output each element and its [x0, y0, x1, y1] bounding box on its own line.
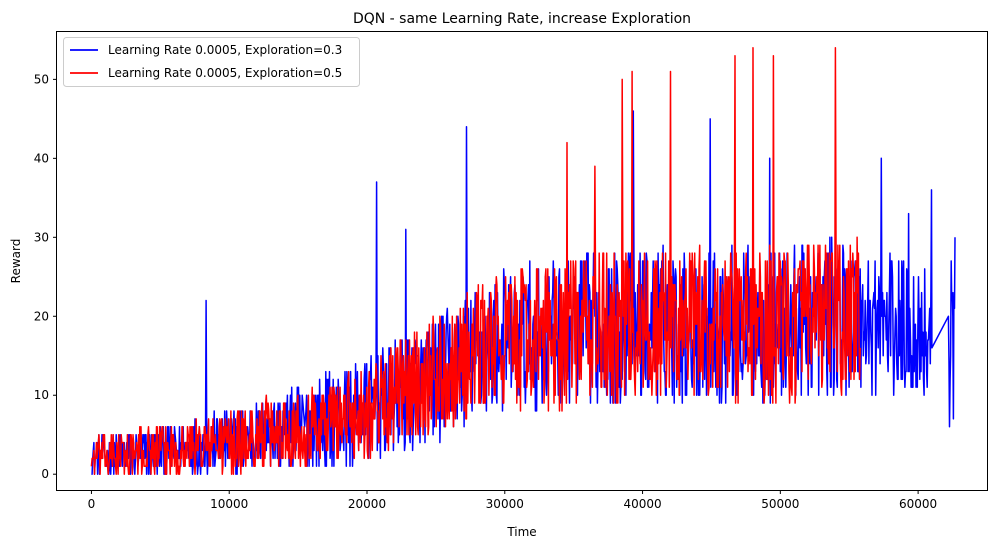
plot-frame — [56, 31, 988, 491]
chart-title: DQN - same Learning Rate, increase Explo… — [353, 11, 691, 27]
x-axis-label: Time — [506, 525, 536, 539]
x-tick-label: 50000 — [761, 497, 799, 511]
legend-label-exploration-0-5: Learning Rate 0.0005, Exploration=0.5 — [108, 66, 342, 80]
y-tick-label: 10 — [34, 388, 49, 402]
y-axis-label: Reward — [9, 239, 23, 284]
x-tick-label: 60000 — [899, 497, 937, 511]
x-tick-label: 30000 — [486, 497, 524, 511]
y-axis-ticks: 0 10 20 30 40 50 — [34, 72, 57, 481]
legend: Learning Rate 0.0005, Exploration=0.3 Le… — [63, 37, 360, 87]
legend-box — [63, 37, 360, 87]
series-line-exploration-0-5 — [90, 47, 861, 475]
plot-lines — [90, 47, 956, 475]
x-tick-label: 0 — [88, 497, 96, 511]
x-tick-label: 10000 — [210, 497, 248, 511]
y-tick-label: 50 — [34, 72, 49, 86]
legend-label-exploration-0-3: Learning Rate 0.0005, Exploration=0.3 — [108, 43, 342, 57]
y-tick-label: 0 — [41, 467, 49, 481]
y-tick-label: 20 — [34, 309, 49, 323]
x-axis-ticks: 0 10000 20000 30000 40000 50000 60000 — [88, 490, 937, 511]
y-tick-label: 30 — [34, 230, 49, 244]
y-tick-label: 40 — [34, 151, 49, 165]
x-tick-label: 20000 — [348, 497, 386, 511]
x-tick-label: 40000 — [623, 497, 661, 511]
